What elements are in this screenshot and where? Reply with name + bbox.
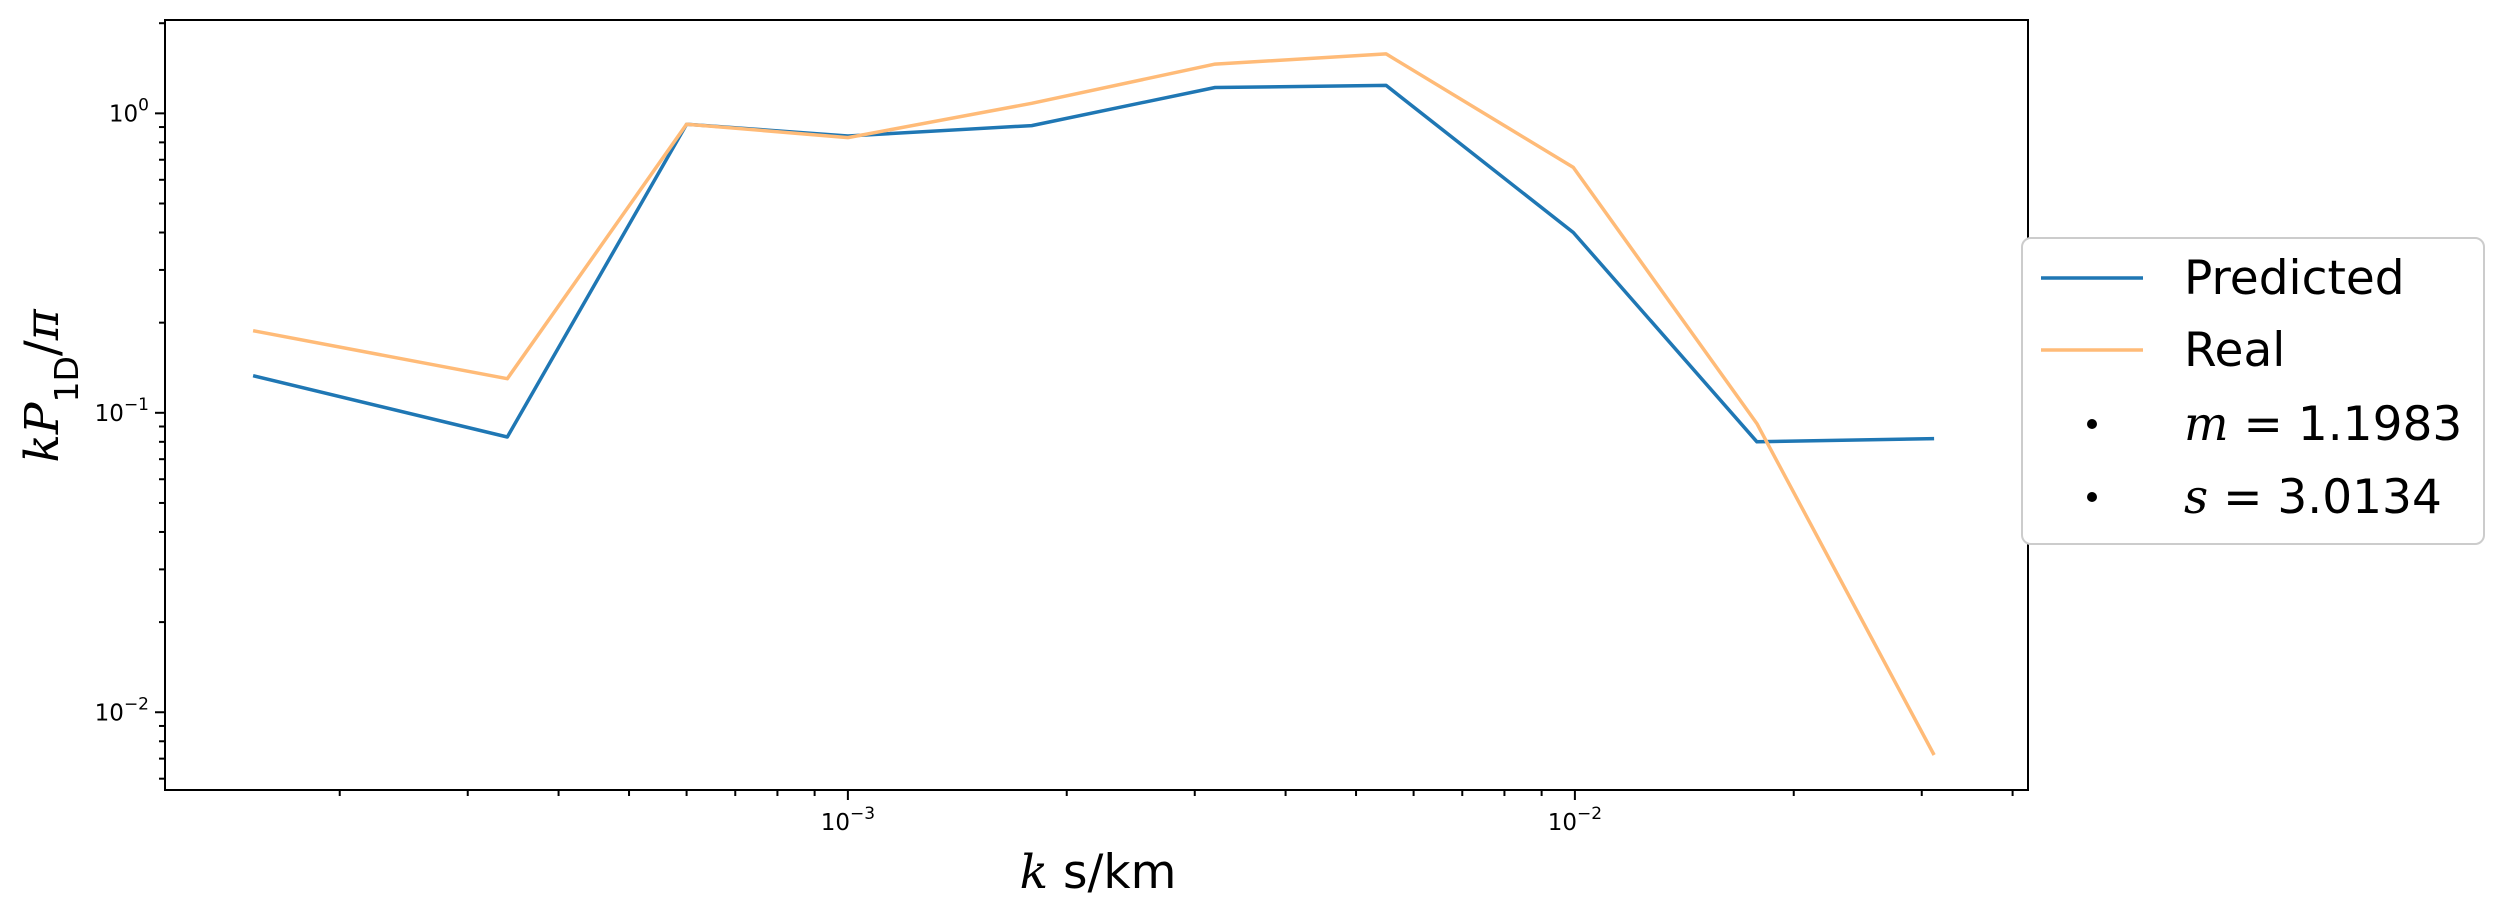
series-line-real	[252, 52, 1936, 756]
axis-ticks	[155, 22, 2014, 800]
y-axis-label-p: P	[15, 401, 70, 435]
y-axis-label-slash: /	[15, 340, 70, 356]
y-tick-label-2: 100	[109, 95, 149, 127]
legend-dot-m	[2087, 419, 2097, 429]
x-tick-label-1: 10−2	[1548, 804, 1602, 836]
y-axis-label-sub: 1D	[47, 356, 86, 402]
x-axis-label-var: k	[1020, 845, 1048, 900]
legend-dot-s	[2087, 492, 2097, 502]
y-axis-label: kP1D/π	[15, 308, 86, 462]
x-axis-label-unit: s/km	[1048, 845, 1176, 900]
y-axis-label-pi: π	[15, 308, 70, 341]
legend: Predicted Real m = 1.1983 s = 3.0134	[2021, 237, 2485, 545]
legend-label-predicted: Predicted	[2184, 251, 2405, 306]
legend-box	[2021, 237, 2485, 545]
y-axis-label-k: k	[15, 434, 70, 462]
plot-lines	[252, 52, 1936, 756]
y-tick-label-0: 10−2	[95, 694, 149, 726]
legend-annotation-m: m = 1.1983	[2184, 397, 2462, 452]
series-line-predicted	[252, 83, 1935, 444]
x-tick-label-0: 10−3	[821, 804, 875, 836]
axis-tick-labels: 10−3 10−2 10−2 10−1 100	[95, 95, 1602, 836]
x-axis-label: k s/km	[1020, 845, 1177, 900]
legend-annotation-s: s = 3.0134	[2184, 470, 2442, 525]
plot-frame	[164, 19, 2029, 791]
y-tick-label-1: 10−1	[95, 395, 149, 427]
legend-label-real: Real	[2184, 323, 2285, 378]
